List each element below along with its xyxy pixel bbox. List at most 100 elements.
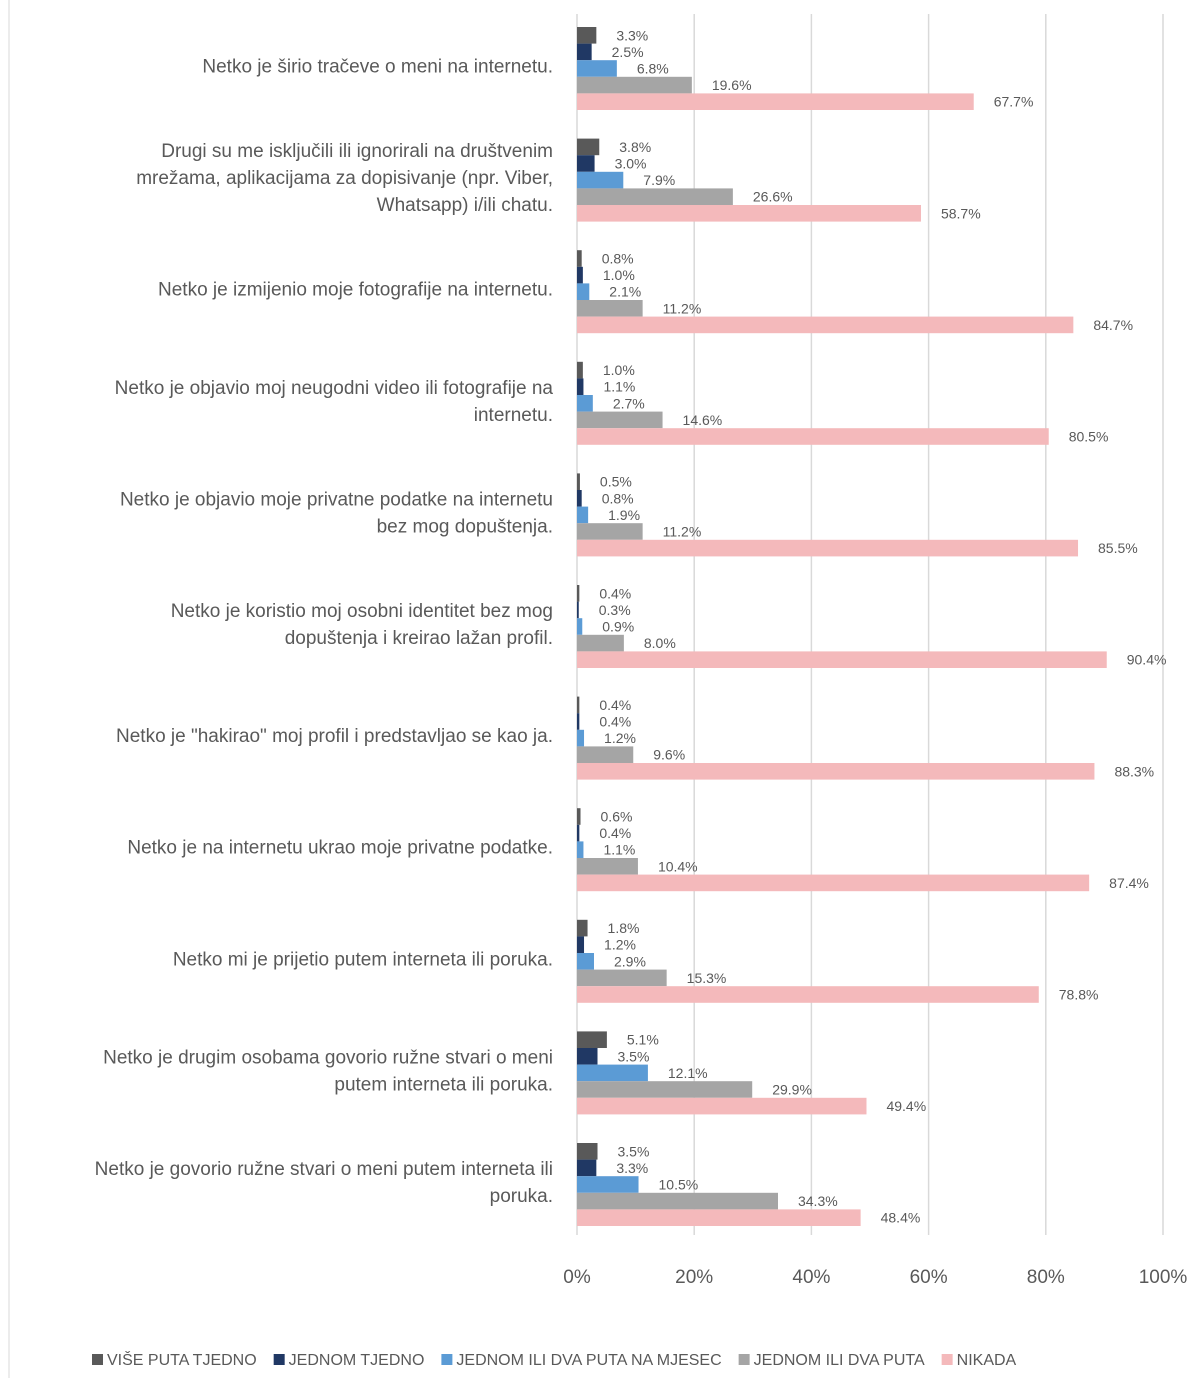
bar bbox=[577, 266, 583, 284]
data-label: 0.8% bbox=[602, 251, 634, 267]
category-label: Netko je izmijenio moje fotografije na i… bbox=[158, 280, 553, 301]
category-label: Netko je širio tračeve o meni na interne… bbox=[202, 57, 553, 78]
bar bbox=[577, 1064, 648, 1082]
category-labels: Netko je širio tračeve o meni na interne… bbox=[95, 57, 554, 1208]
bar bbox=[577, 1081, 753, 1098]
data-label: 2.5% bbox=[612, 44, 644, 60]
bar bbox=[577, 713, 580, 730]
data-label: 58.7% bbox=[941, 205, 981, 221]
data-label: 7.9% bbox=[643, 172, 675, 188]
data-label: 87.4% bbox=[1109, 875, 1149, 891]
data-label: 1.0% bbox=[603, 362, 635, 378]
data-label: 1.9% bbox=[608, 507, 640, 523]
data-label: 49.4% bbox=[886, 1098, 926, 1114]
bar bbox=[577, 1097, 867, 1115]
bar bbox=[577, 1209, 861, 1226]
data-label: 0.4% bbox=[599, 825, 631, 841]
data-label: 19.6% bbox=[712, 77, 752, 93]
bar bbox=[577, 539, 1079, 557]
bar bbox=[577, 27, 597, 44]
data-label: 10.4% bbox=[658, 858, 698, 874]
legend-label: VIŠE PUTA TJEDNO bbox=[107, 1350, 257, 1369]
data-label: 90.4% bbox=[1127, 652, 1167, 668]
data-label: 1.2% bbox=[604, 937, 636, 953]
bar bbox=[577, 428, 1049, 445]
bar bbox=[577, 171, 624, 189]
bar bbox=[577, 696, 580, 714]
data-label: 3.5% bbox=[618, 1143, 650, 1159]
data-label: 34.3% bbox=[798, 1193, 838, 1209]
x-tick-label: 80% bbox=[1027, 1267, 1065, 1288]
bar bbox=[577, 601, 579, 619]
data-label: 29.9% bbox=[772, 1082, 812, 1098]
bar bbox=[577, 936, 585, 953]
bar bbox=[577, 1192, 778, 1210]
bar bbox=[577, 919, 588, 937]
category-label: Netko je objavio moj neugodni video ili … bbox=[115, 378, 554, 426]
bars bbox=[577, 27, 1107, 1226]
data-label: 9.6% bbox=[653, 747, 685, 763]
legend-swatch bbox=[738, 1354, 750, 1365]
legend-swatch bbox=[273, 1354, 285, 1365]
data-label: 3.0% bbox=[615, 156, 647, 172]
data-label: 67.7% bbox=[994, 94, 1034, 110]
data-label: 3.8% bbox=[619, 139, 651, 155]
data-label: 3.5% bbox=[618, 1048, 650, 1064]
category-label: Netko je objavio moje privatne podatke n… bbox=[120, 489, 553, 537]
bar bbox=[577, 60, 617, 77]
bar bbox=[577, 746, 634, 763]
bar bbox=[577, 155, 595, 172]
data-label: 0.9% bbox=[602, 619, 634, 635]
data-label: 3.3% bbox=[616, 27, 648, 43]
data-label: 6.8% bbox=[637, 61, 669, 77]
data-label: 12.1% bbox=[668, 1065, 708, 1081]
data-label: 78.8% bbox=[1059, 987, 1099, 1003]
category-label: Netko je na internetu ukrao moje privatn… bbox=[127, 838, 553, 859]
bar bbox=[577, 729, 585, 747]
bar bbox=[577, 986, 1039, 1003]
category-label: Netko je govorio ružne stvari o meni put… bbox=[95, 1159, 553, 1207]
bar bbox=[577, 585, 580, 602]
bar bbox=[577, 618, 583, 635]
data-label: 2.9% bbox=[614, 953, 646, 969]
data-label: 0.4% bbox=[599, 585, 631, 601]
bar bbox=[577, 250, 582, 267]
data-label: 1.1% bbox=[603, 379, 635, 395]
x-tick-label: 60% bbox=[910, 1267, 948, 1288]
data-label: 0.3% bbox=[599, 602, 631, 618]
category-label: Netko je "hakirao" moj profil i predstav… bbox=[116, 726, 553, 747]
bar bbox=[577, 395, 593, 412]
data-label: 1.8% bbox=[608, 920, 640, 936]
category-label: Netko je koristio moj osobni identitet b… bbox=[171, 601, 553, 649]
data-label: 0.8% bbox=[602, 490, 634, 506]
category-label: Netko mi je prijetio putem interneta ili… bbox=[173, 949, 553, 970]
x-tick-label: 40% bbox=[792, 1267, 830, 1288]
legend-swatch bbox=[92, 1354, 103, 1365]
bar bbox=[577, 76, 692, 94]
legend-swatch bbox=[941, 1354, 953, 1365]
data-label: 15.3% bbox=[687, 970, 727, 986]
bar bbox=[577, 300, 643, 317]
bar bbox=[577, 1143, 598, 1160]
x-tick-label: 0% bbox=[563, 1267, 591, 1288]
data-label: 8.0% bbox=[644, 635, 676, 651]
data-label: 1.0% bbox=[603, 267, 635, 283]
data-label: 2.7% bbox=[613, 395, 645, 411]
legend: VIŠE PUTA TJEDNO JEDNOM TJEDNO JEDNOM ILI … bbox=[92, 1350, 1017, 1369]
bar bbox=[577, 283, 590, 300]
data-label: 2.1% bbox=[609, 284, 641, 300]
bar bbox=[577, 523, 643, 540]
bar bbox=[577, 43, 592, 61]
bar bbox=[577, 1176, 639, 1193]
bar bbox=[577, 874, 1090, 892]
data-label: 0.4% bbox=[599, 697, 631, 713]
bar bbox=[577, 651, 1107, 668]
bar bbox=[577, 316, 1074, 334]
legend-label: NIKADA bbox=[957, 1352, 1017, 1369]
bar bbox=[577, 858, 638, 875]
data-label: 88.3% bbox=[1114, 763, 1154, 779]
bar bbox=[577, 473, 580, 490]
bar bbox=[577, 138, 600, 156]
bar bbox=[577, 361, 583, 379]
data-label: 0.6% bbox=[601, 809, 633, 825]
